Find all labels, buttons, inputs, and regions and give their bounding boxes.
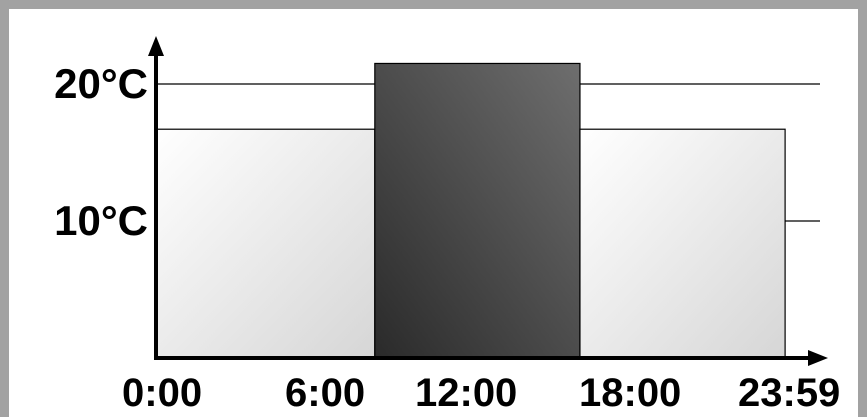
- bars: [155, 62, 786, 359]
- segment-bar-1-light: [155, 128, 376, 359]
- axes: [148, 36, 828, 366]
- y-axis-arrow-icon: [148, 36, 164, 56]
- y-tick-label-1: 10°C: [54, 197, 148, 244]
- x-tick-label-3: 12:00: [415, 371, 517, 415]
- x-tick-label-5: 23:59: [738, 371, 840, 415]
- tick-labels: 10°C 20°C 0:00 6:00 12:00 18:00 23:59: [54, 60, 840, 415]
- segment-bar-2-dark: [374, 62, 581, 359]
- x-tick-label-2: 6:00: [285, 371, 365, 415]
- x-axis-arrow-icon: [808, 350, 828, 366]
- segment-bar-3-light: [579, 128, 786, 359]
- y-tick-label-2: 20°C: [54, 60, 148, 107]
- x-tick-label-1: 0:00: [122, 371, 202, 415]
- x-tick-label-4: 18:00: [579, 371, 681, 415]
